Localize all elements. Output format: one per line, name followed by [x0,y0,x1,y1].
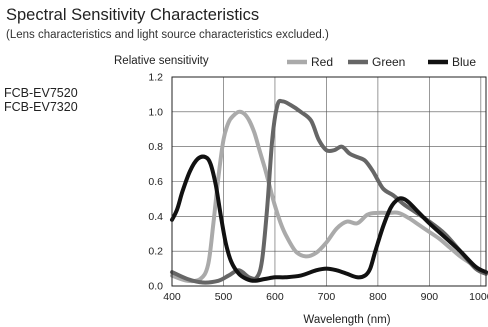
model-name-ev7520: FCB-EV7520 [4,86,78,100]
x-tick-label: 600 [266,291,284,303]
x-tick-label: 700 [318,291,336,303]
y-tick-label: 0.4 [148,211,163,223]
y-tick-label: 0.6 [148,176,163,188]
series-lines [170,98,488,285]
series-blue-line [170,154,488,283]
y-axis-label: Relative sensitivity [114,55,209,67]
legend-label-blue: Blue [452,55,476,69]
x-tick-label: 1000 [469,291,488,303]
model-name-ev7320: FCB-EV7320 [4,100,78,114]
x-tick-label: 800 [369,291,387,303]
y-tick-label: 0.8 [148,141,163,153]
legend-label-green: Green [372,55,405,69]
y-tick-label: 0.0 [148,281,163,293]
x-tick-label: 900 [421,291,439,303]
tick-labels: 0.0 0.2 0.4 0.6 0.8 1.0 1.2 400 500 600 700 800 900 1… [148,72,488,304]
series-red-line [170,109,483,284]
y-tick-label: 1.0 [148,106,163,118]
series-green-line [170,98,488,285]
x-tick-label: 500 [215,291,233,303]
x-tick-label: 400 [163,291,181,303]
chart-legend: Red Green Blue [287,55,476,69]
y-tick-label: 0.2 [148,246,163,258]
chart-title: Spectral Sensitivity Characteristics [6,6,260,24]
x-axis-label: Wavelength (nm) [303,314,390,326]
plot-frame [171,76,487,287]
y-tick-label: 1.2 [148,72,163,84]
legend-label-red: Red [311,55,333,69]
chart-subtitle: (Lens characteristics and light source c… [6,29,329,41]
